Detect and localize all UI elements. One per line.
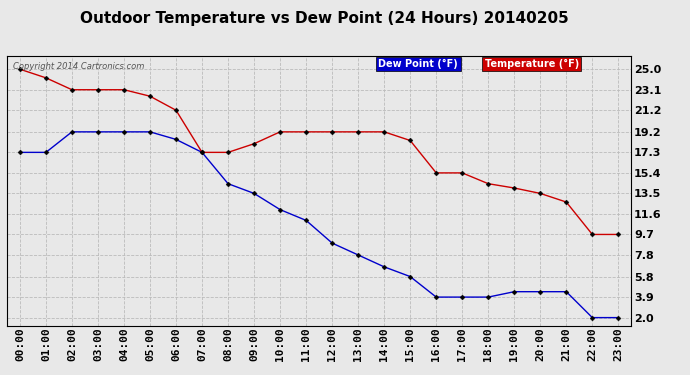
- Text: Temperature (°F): Temperature (°F): [484, 59, 579, 69]
- Text: Outdoor Temperature vs Dew Point (24 Hours) 20140205: Outdoor Temperature vs Dew Point (24 Hou…: [80, 11, 569, 26]
- Text: Dew Point (°F): Dew Point (°F): [378, 59, 458, 69]
- Text: Copyright 2014 Cartronics.com: Copyright 2014 Cartronics.com: [13, 62, 144, 70]
